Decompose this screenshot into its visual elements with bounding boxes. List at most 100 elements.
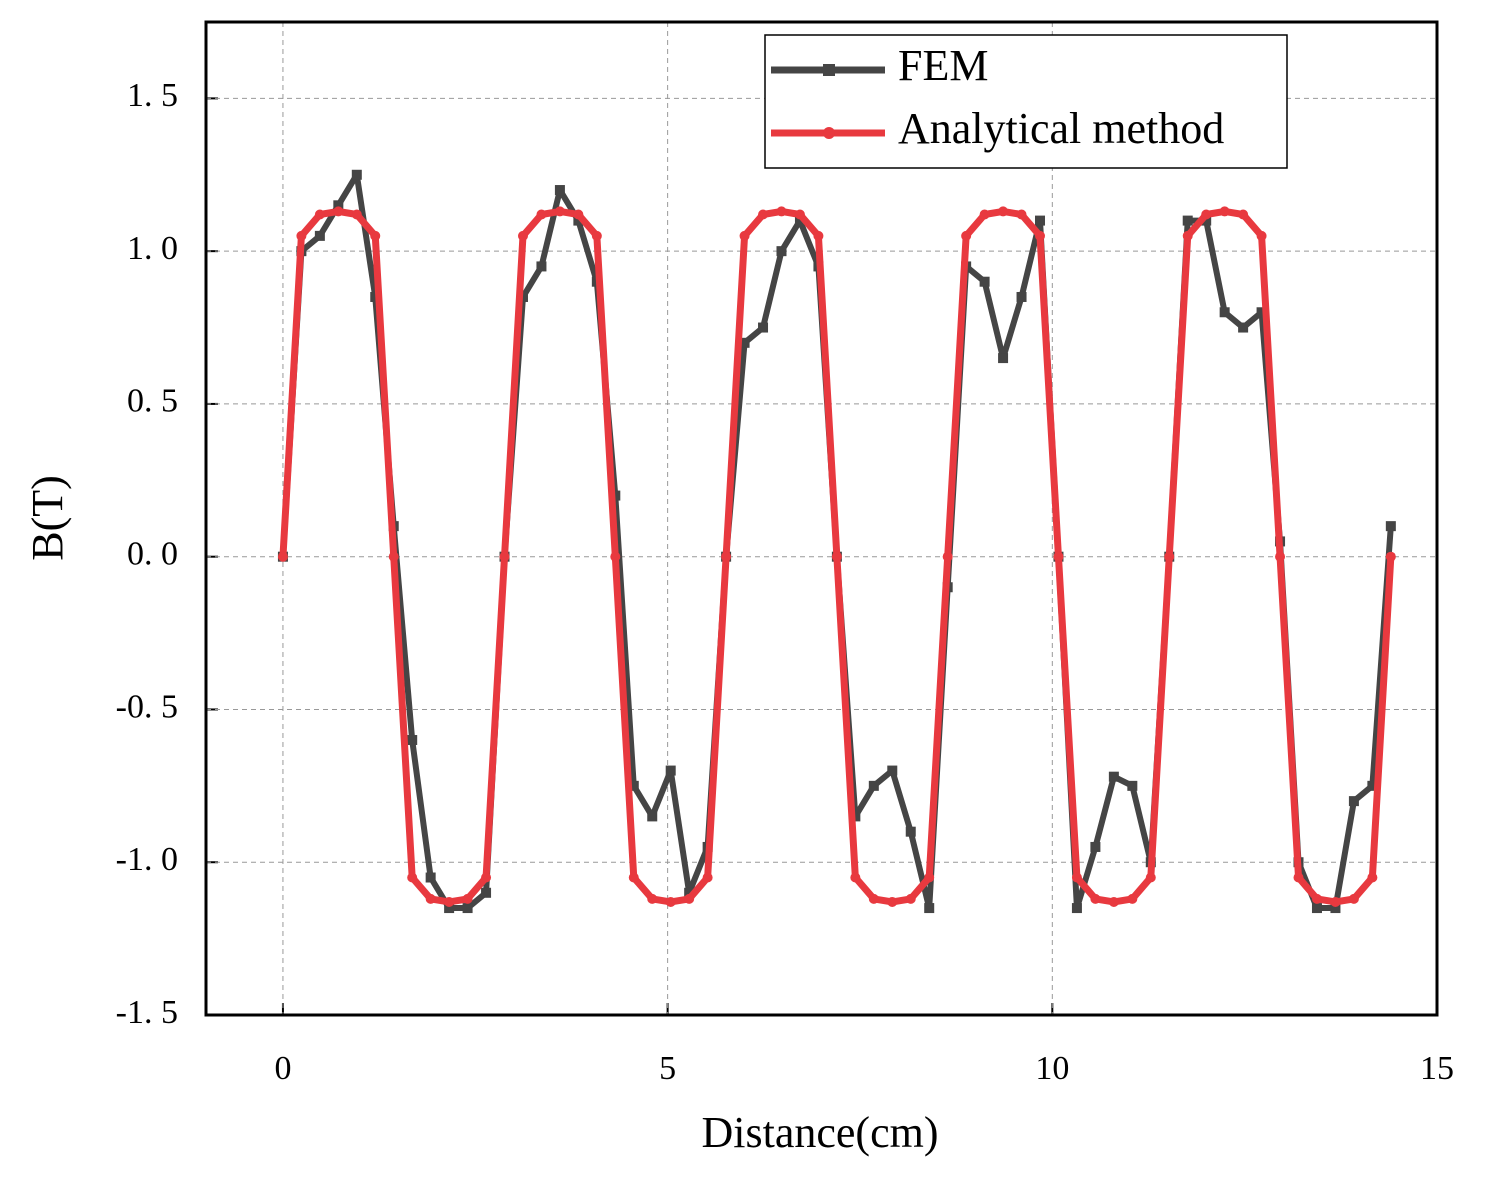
- y-tick-label: 1. 0: [127, 230, 178, 267]
- point: [1182, 230, 1193, 241]
- point: [684, 893, 695, 904]
- point: [554, 206, 565, 217]
- point: [444, 896, 455, 907]
- y-tick-label: 1. 5: [127, 77, 178, 114]
- point: [1127, 893, 1138, 904]
- point: [924, 903, 935, 914]
- point: [517, 230, 528, 241]
- y-tick-label: 0. 0: [127, 535, 178, 572]
- point: [776, 206, 787, 217]
- point: [388, 551, 399, 562]
- point: [1201, 215, 1212, 226]
- point: [370, 291, 381, 302]
- point: [1330, 896, 1341, 907]
- point: [905, 893, 916, 904]
- point: [351, 169, 362, 180]
- point: [647, 893, 658, 904]
- point: [351, 209, 362, 220]
- point: [1035, 230, 1046, 241]
- legend-marker: [823, 64, 835, 76]
- point: [1367, 872, 1378, 883]
- point: [481, 872, 492, 883]
- point: [573, 209, 584, 220]
- point: [1311, 893, 1322, 904]
- point: [333, 200, 344, 211]
- point: [407, 872, 418, 883]
- point: [665, 896, 676, 907]
- point: [850, 811, 861, 822]
- point: [1016, 291, 1027, 302]
- point: [1201, 209, 1212, 220]
- point: [1238, 209, 1249, 220]
- point: [314, 230, 325, 241]
- point: [1348, 796, 1359, 807]
- point: [739, 337, 750, 348]
- point: [1348, 893, 1359, 904]
- point: [1385, 521, 1396, 532]
- y-tick-label: -1. 5: [116, 994, 178, 1031]
- point: [1090, 841, 1101, 852]
- point: [536, 209, 547, 220]
- x-axis-title: Distance(cm): [702, 1108, 939, 1157]
- point: [573, 215, 584, 226]
- point: [758, 322, 769, 333]
- point: [1367, 780, 1378, 791]
- point: [647, 811, 658, 822]
- point: [1145, 872, 1156, 883]
- point: [850, 872, 861, 883]
- point: [998, 206, 1009, 217]
- legend-label: FEM: [898, 41, 988, 90]
- legend-box: [764, 34, 1288, 169]
- point: [481, 887, 492, 898]
- x-tick-label: 5: [659, 1050, 676, 1087]
- point: [1164, 551, 1175, 562]
- point: [314, 209, 325, 220]
- point: [1071, 872, 1082, 883]
- point: [1238, 322, 1249, 333]
- y-tick-label: -1. 0: [116, 841, 178, 878]
- point: [1053, 551, 1064, 562]
- point: [1108, 896, 1119, 907]
- y-tick-label: -0. 5: [116, 688, 178, 725]
- point: [684, 887, 695, 898]
- point: [628, 872, 639, 883]
- point: [665, 765, 676, 776]
- point: [721, 551, 732, 562]
- point: [296, 230, 307, 241]
- point: [942, 551, 953, 562]
- point: [868, 893, 879, 904]
- point: [813, 230, 824, 241]
- point: [887, 896, 898, 907]
- point: [591, 230, 602, 241]
- legend-marker: [823, 127, 835, 139]
- point: [1385, 551, 1396, 562]
- x-tick-label: 0: [274, 1050, 291, 1087]
- legend-label: Analytical method: [898, 104, 1224, 153]
- point: [370, 230, 381, 241]
- point: [277, 551, 288, 562]
- x-tick-label: 10: [1035, 1050, 1069, 1087]
- x-tick-label: 15: [1420, 1050, 1454, 1087]
- point: [610, 551, 621, 562]
- point: [794, 209, 805, 220]
- point: [444, 903, 455, 914]
- point: [425, 893, 436, 904]
- point: [998, 353, 1009, 364]
- y-tick-label: 0. 5: [127, 383, 178, 420]
- point: [628, 780, 639, 791]
- point: [1256, 230, 1267, 241]
- point: [333, 206, 344, 217]
- point: [1071, 903, 1082, 914]
- point: [924, 872, 935, 883]
- point: [425, 872, 436, 883]
- y-axis-title: B(T): [23, 475, 72, 561]
- point: [1293, 872, 1304, 883]
- point: [407, 735, 418, 746]
- point: [1127, 780, 1138, 791]
- point: [1256, 307, 1267, 318]
- point: [1182, 215, 1193, 226]
- point: [739, 230, 750, 241]
- point: [1275, 551, 1286, 562]
- point: [831, 551, 842, 562]
